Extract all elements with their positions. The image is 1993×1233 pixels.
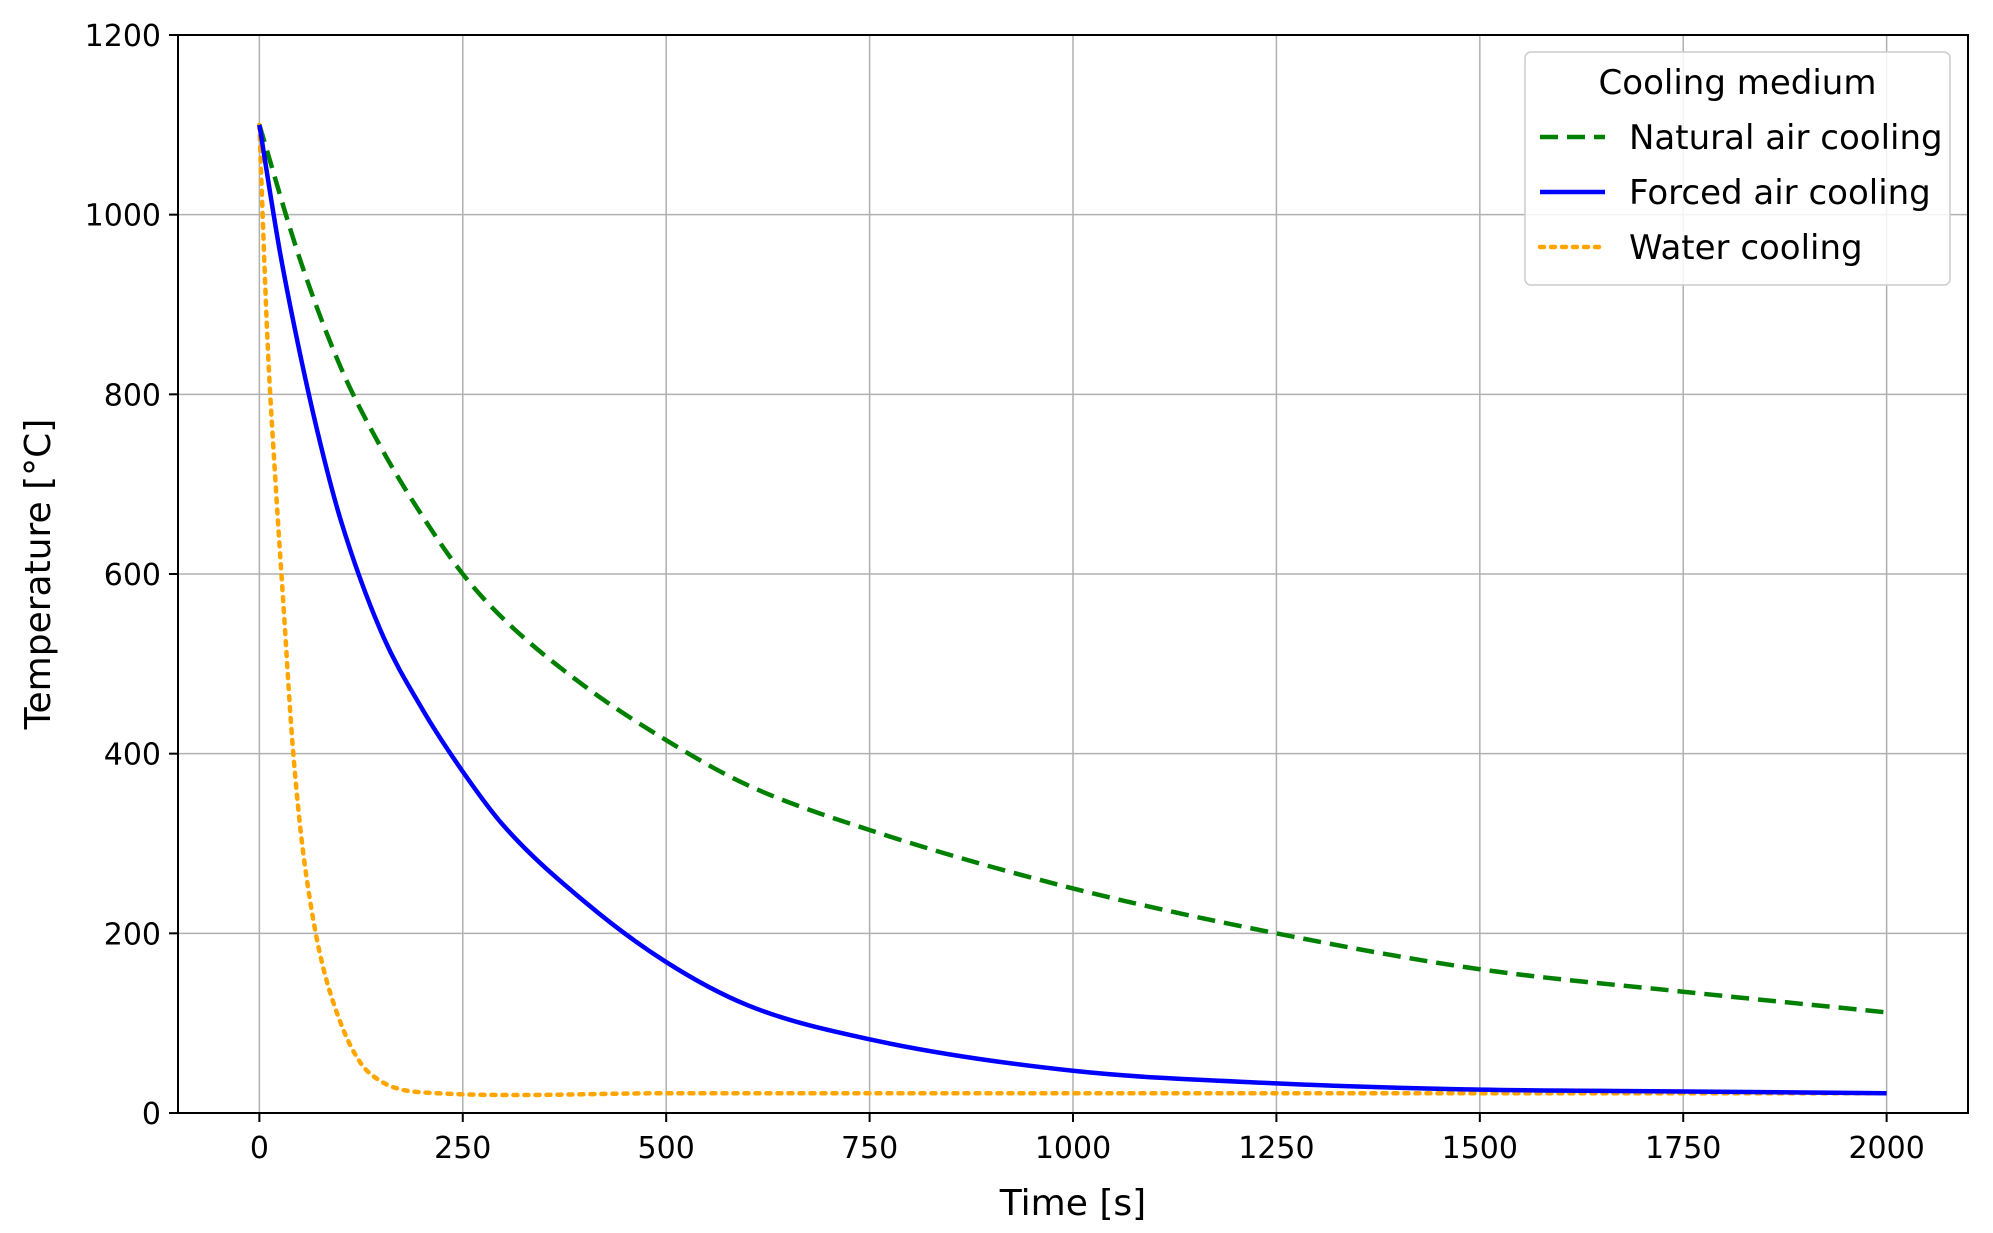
axis-ticks: 0 250 500 750 1000 1250 1500 1750 2000 0 200 400 600… [85, 19, 1925, 1166]
legend-label-forced-air-cooling: Forced air cooling [1629, 173, 1931, 213]
x-tick-label: 500 [638, 1131, 695, 1166]
series-line-forced-air-cooling [257, 124, 1887, 1096]
y-tick-label: 0 [142, 1097, 161, 1132]
y-tick-label: 200 [104, 917, 161, 952]
x-tick-label: 1250 [1238, 1131, 1314, 1166]
y-axis-title: Temperature [°C] [18, 419, 59, 731]
x-tick-label: 2000 [1848, 1131, 1924, 1166]
legend-box [1524, 51, 1951, 286]
legend-title: Cooling medium [1599, 63, 1877, 103]
x-tick-label: 1000 [1035, 1131, 1111, 1166]
x-tick-label: 0 [250, 1131, 269, 1166]
x-tick-label: 1750 [1645, 1131, 1721, 1166]
y-tick-label: 800 [104, 378, 161, 413]
legend: Cooling medium Natural air cooling Forced… [1524, 51, 1951, 286]
y-tick-label: 400 [104, 738, 161, 773]
x-tick-label: 250 [434, 1131, 491, 1166]
legend-label-natural-air-cooling: Natural air cooling [1629, 118, 1943, 158]
y-tick-label: 1000 [85, 199, 161, 234]
x-tick-label: 1500 [1442, 1131, 1518, 1166]
y-tick-label: 1200 [85, 19, 161, 54]
x-axis-title: Time [s] [999, 1183, 1146, 1224]
series-line-water-cooling [257, 122, 1889, 1098]
x-tick-label: 750 [841, 1131, 898, 1166]
legend-label-water-cooling: Water cooling [1629, 228, 1863, 268]
series-line-natural-air-cooling [257, 124, 1887, 1015]
y-tick-label: 600 [104, 558, 161, 593]
series-lines [257, 122, 1889, 1098]
legend-entries: Natural air cooling Forced air cooling Wat… [1537, 118, 1943, 268]
